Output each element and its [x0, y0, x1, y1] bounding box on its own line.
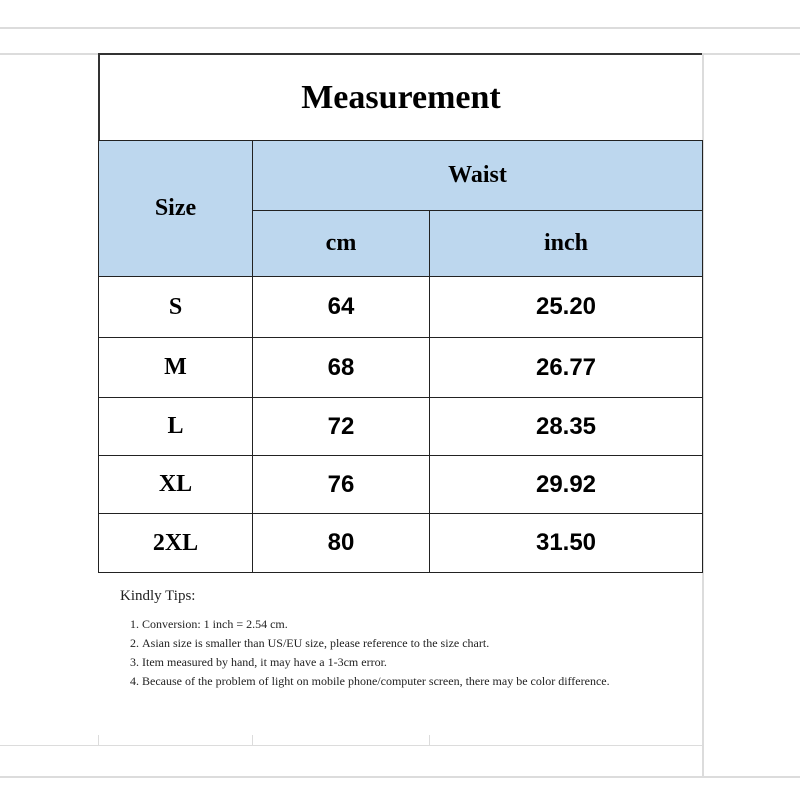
- table-cell-inch: 26.77: [429, 337, 703, 398]
- grid-line: [0, 745, 702, 746]
- tip-item: Asian size is smaller than US/EU size, p…: [142, 634, 642, 653]
- table-cell-size: 2XL: [98, 513, 253, 573]
- header-size: Size: [98, 140, 253, 277]
- grid-line: [98, 735, 99, 745]
- table-cell-size: M: [98, 337, 253, 398]
- grid-line: [0, 776, 800, 778]
- grid-line: [0, 27, 800, 29]
- table-cell-inch: 31.50: [429, 513, 703, 573]
- table-cell-cm: 80: [252, 513, 430, 573]
- header-waist: Waist: [252, 140, 703, 211]
- header-cm: cm: [252, 210, 430, 277]
- grid-line: [429, 735, 430, 745]
- table-cell-cm: 76: [252, 455, 430, 514]
- table-cell-cm: 64: [252, 276, 430, 338]
- table-cell-size: XL: [98, 455, 253, 514]
- tip-item: Item measured by hand, it may have a 1-3…: [142, 653, 642, 672]
- table-cell-inch: 29.92: [429, 455, 703, 514]
- table-cell-size: L: [98, 397, 253, 456]
- header-inch: inch: [429, 210, 703, 277]
- table-cell-cm: 68: [252, 337, 430, 398]
- tip-item: Conversion: 1 inch = 2.54 cm.: [142, 615, 642, 634]
- tip-item: Because of the problem of light on mobil…: [142, 672, 642, 691]
- kindly-tips: Kindly Tips: Conversion: 1 inch = 2.54 c…: [120, 588, 642, 691]
- grid-line: [702, 55, 704, 777]
- table-cell-size: S: [98, 276, 253, 338]
- table-cell-inch: 28.35: [429, 397, 703, 456]
- table-cell-inch: 25.20: [429, 276, 703, 338]
- table-cell-cm: 72: [252, 397, 430, 456]
- tips-heading: Kindly Tips:: [120, 588, 196, 604]
- grid-line: [252, 735, 253, 745]
- table-title: Measurement: [98, 53, 702, 140]
